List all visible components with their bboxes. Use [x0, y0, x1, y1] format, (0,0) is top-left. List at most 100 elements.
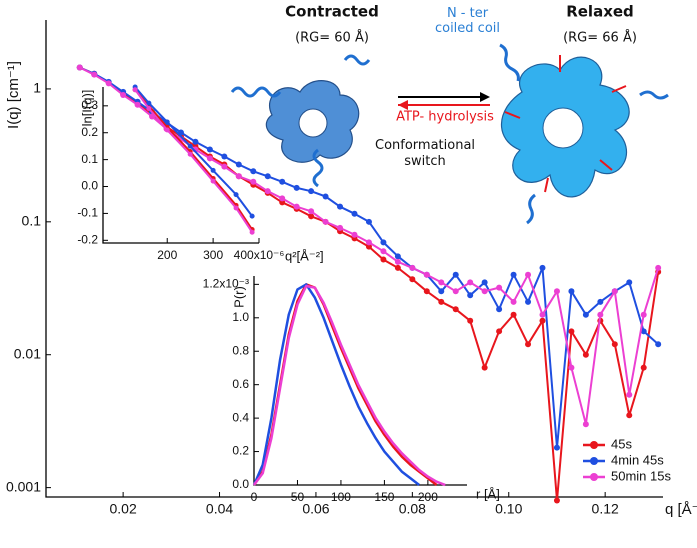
x-axis-label: q²[Å⁻²] — [285, 248, 324, 263]
x-tick-label: 0 — [251, 490, 258, 504]
data-point — [76, 64, 83, 71]
data-point — [192, 138, 199, 145]
x-tick-label: 0.12 — [592, 501, 619, 517]
data-point — [655, 341, 662, 348]
data-point — [611, 341, 618, 348]
data-point — [187, 143, 193, 149]
diagram: Contracted (RG= 60 Å) Relaxed (RG= 66 Å)… — [230, 3, 669, 225]
data-point — [409, 276, 416, 283]
y-tick-label: 0.8 — [232, 343, 249, 357]
data-point — [308, 213, 315, 220]
data-point — [481, 364, 488, 371]
x-tick-label: 0.04 — [206, 501, 233, 517]
data-point — [235, 161, 242, 168]
data-point — [655, 264, 662, 271]
x-tick-label: 50 — [291, 490, 305, 504]
data-point — [496, 284, 503, 291]
data-point — [496, 306, 503, 313]
data-point — [206, 155, 213, 162]
coil — [639, 90, 669, 100]
data-point — [380, 248, 387, 255]
data-point — [409, 264, 416, 271]
data-point — [423, 288, 430, 295]
arrow-head — [480, 92, 490, 102]
data-point — [568, 288, 575, 295]
data-point — [481, 288, 488, 295]
x-tick-label: 0.02 — [110, 501, 137, 517]
data-point — [308, 208, 315, 215]
y-axis-label: ln[I(q)] — [79, 90, 94, 127]
data-point — [365, 218, 372, 225]
x-tick-label: 300 — [203, 248, 223, 262]
data-point — [568, 364, 575, 371]
data-point — [525, 271, 532, 278]
data-point — [640, 311, 647, 318]
y-tick-label: 0.001 — [6, 478, 41, 494]
y-tick-label: -0.2 — [77, 232, 98, 246]
data-point — [337, 224, 344, 231]
data-point — [539, 317, 546, 324]
legend-dot — [590, 441, 598, 449]
right-rg: (RG= 66 Å) — [563, 30, 637, 46]
data-point — [496, 328, 503, 335]
axes — [45, 20, 663, 498]
y-tick-label: 1.2x10⁻³ — [203, 277, 249, 291]
data-point — [146, 106, 152, 112]
data-point — [553, 497, 560, 504]
data-point — [553, 444, 560, 451]
y-tick-label: 0.01 — [14, 345, 41, 361]
data-point — [626, 412, 633, 419]
x-axis-label: q [Å⁻¹] — [665, 501, 697, 518]
data-point — [210, 167, 216, 173]
data-point — [365, 239, 372, 246]
y-tick-label: 0.1 — [22, 213, 42, 229]
legend-dot — [590, 457, 598, 465]
markers — [504, 55, 627, 193]
x-tick-label: 400x10⁻⁶ — [234, 248, 285, 262]
data-point — [221, 163, 228, 170]
data-point — [553, 288, 560, 295]
data-point — [640, 328, 647, 335]
coil — [312, 148, 324, 188]
x-tick-label: 200 — [157, 248, 177, 262]
data-point — [250, 168, 257, 175]
data-point — [452, 271, 459, 278]
data-point — [293, 184, 300, 191]
x-axis-label: r [Å] — [476, 486, 500, 501]
data-point — [438, 288, 445, 295]
data-point — [351, 231, 358, 238]
y-tick-label: -0.1 — [77, 206, 98, 220]
data-point — [249, 229, 255, 235]
data-point — [539, 311, 546, 318]
data-point — [105, 80, 112, 87]
y-tick-label: 1 — [33, 80, 41, 96]
x-tick-label: 0.08 — [399, 501, 426, 517]
data-point — [279, 195, 286, 202]
data-point — [249, 213, 255, 219]
data-point — [91, 71, 98, 78]
data-point — [132, 87, 138, 93]
y-tick-label: 0.2 — [232, 444, 249, 458]
x-tick-label: 0.06 — [302, 501, 329, 517]
data-point — [452, 306, 459, 313]
data-point — [510, 311, 517, 318]
coil-label-box: N - ter coiled coil — [435, 6, 500, 36]
data-point — [210, 178, 216, 184]
data-point — [539, 264, 546, 271]
data-point — [337, 203, 344, 210]
switch-label-box: Conformational switch — [375, 138, 475, 169]
data-point — [120, 91, 127, 98]
y-tick-label: 0.4 — [232, 410, 249, 424]
data-point — [481, 279, 488, 286]
data-point — [164, 119, 170, 125]
legend-label: 4min 45s — [611, 452, 664, 467]
axes — [102, 87, 259, 244]
data-point — [351, 210, 358, 217]
y-axis-label: P(r) — [231, 286, 246, 308]
data-point — [206, 146, 213, 153]
y-axis-label: I(q) [cm⁻¹] — [5, 61, 22, 129]
data-point — [597, 311, 604, 318]
relaxed-pore — [542, 107, 584, 149]
right-title: Relaxed — [566, 3, 634, 21]
